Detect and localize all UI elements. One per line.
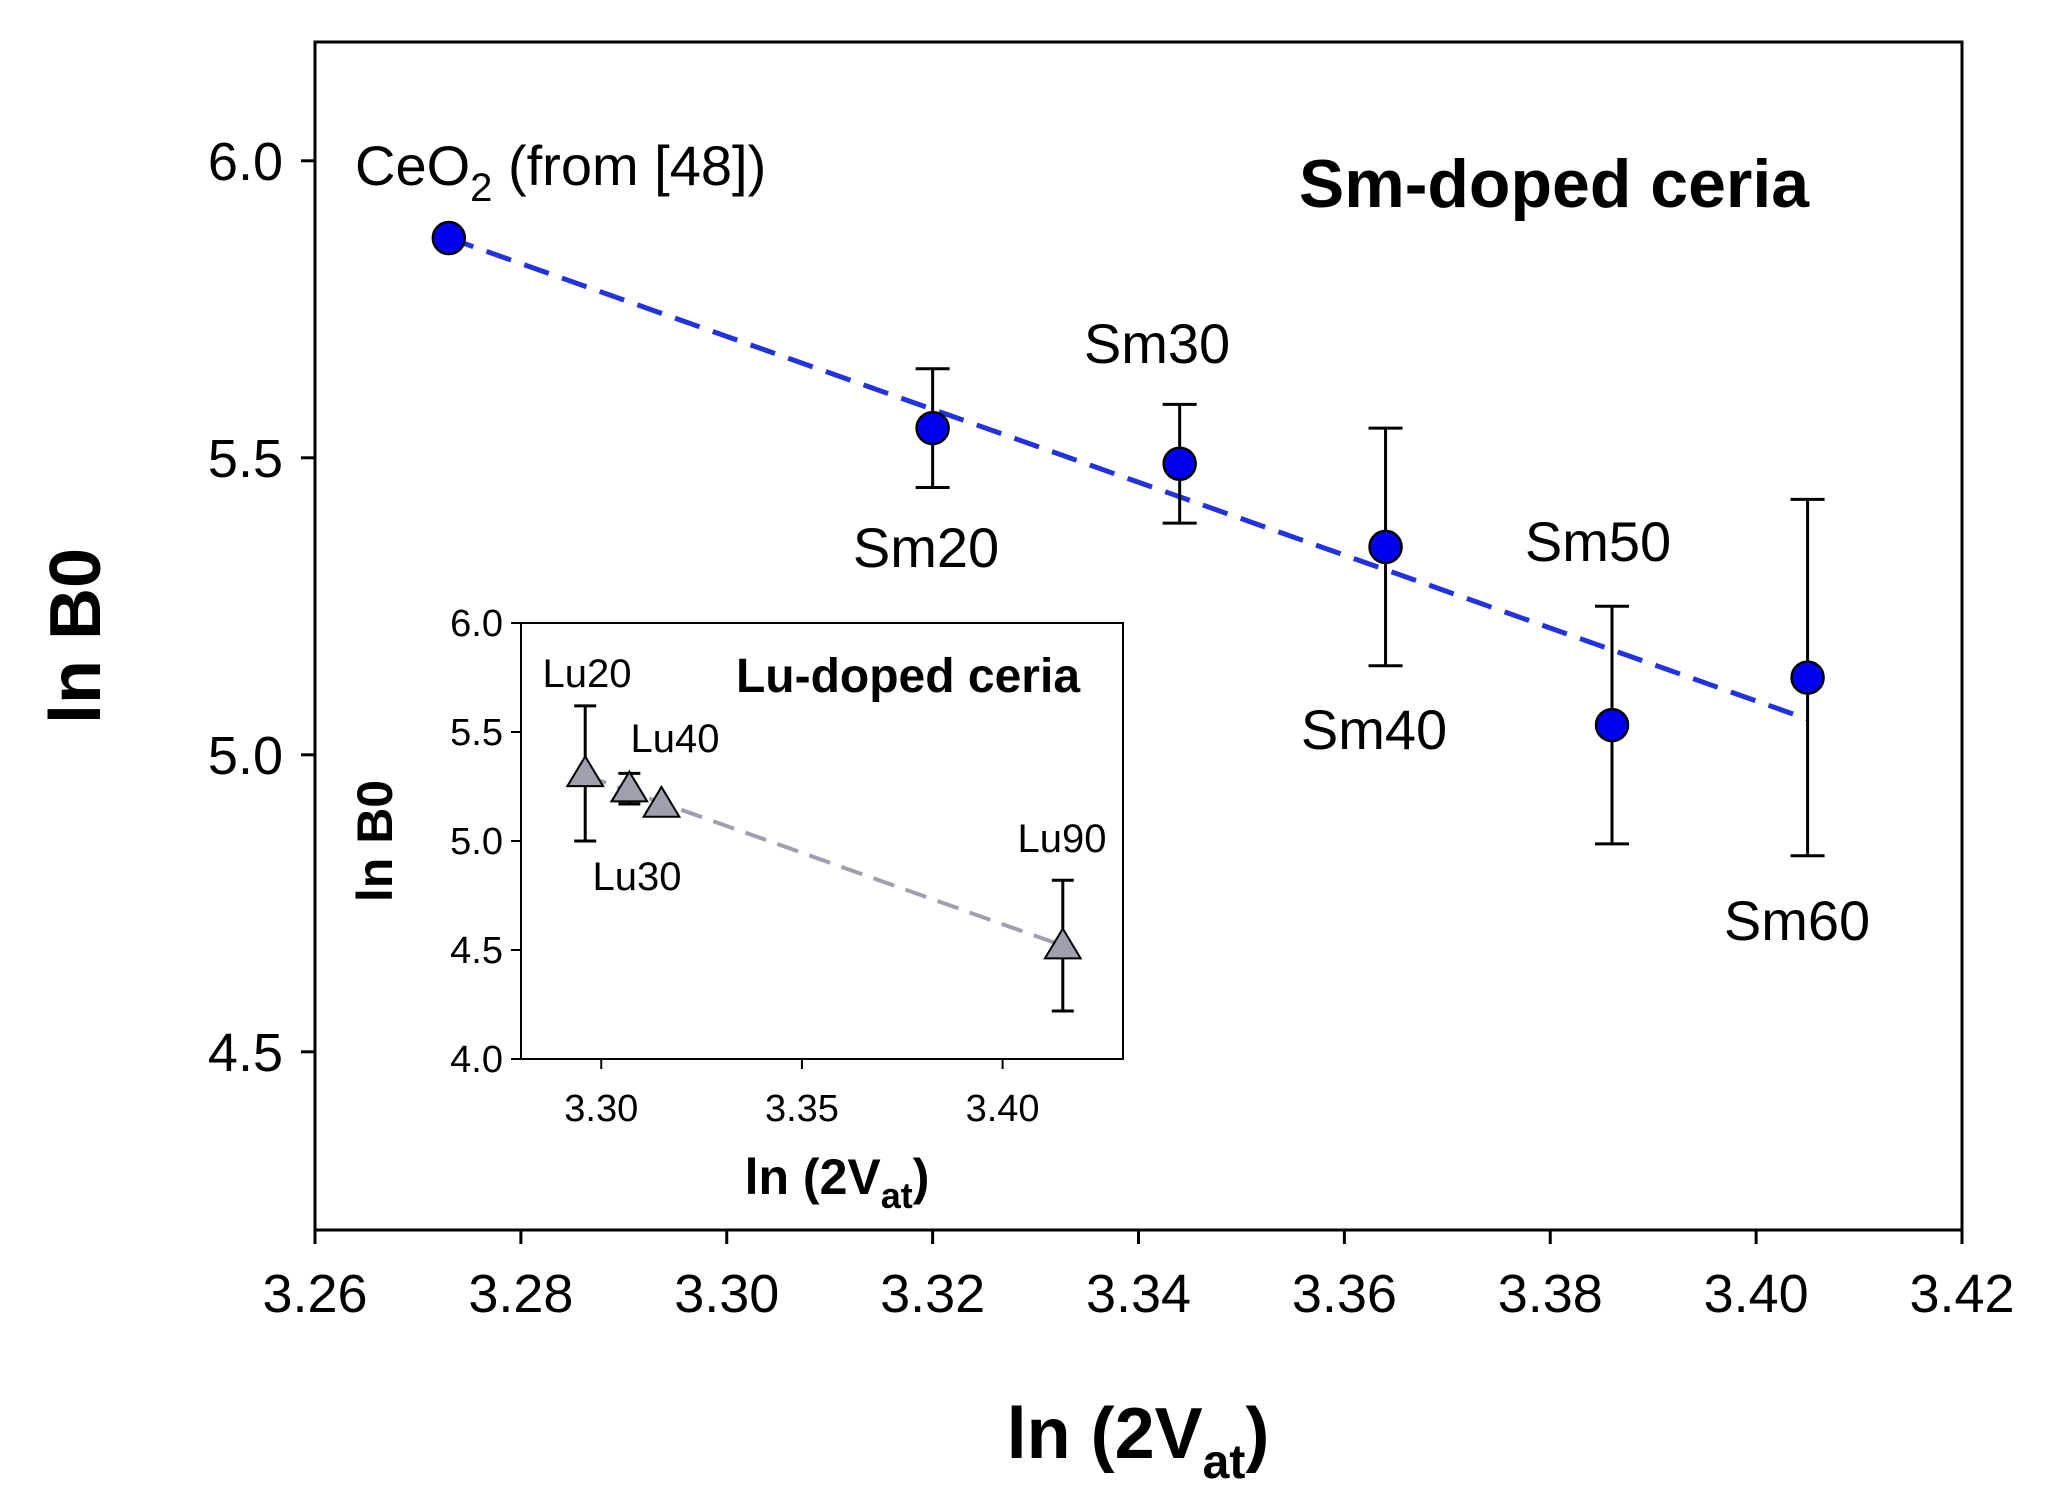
label-sm50: Sm50 — [1525, 510, 1671, 573]
data-point-sm30 — [1162, 446, 1197, 481]
data-point-lu40 — [609, 769, 649, 803]
inset-x-axis-label-close: ) — [913, 1149, 930, 1205]
inset-chart: 3.30 3.35 3.40 4.0 4.5 5.0 5.5 6.0 Lu-doped ce… — [347, 603, 1124, 1216]
y-tick-label: 5.5 — [208, 429, 283, 489]
label-sm20: Sm20 — [853, 516, 999, 579]
label-ceo2-suffix: (from [48]) — [492, 134, 766, 197]
data-point-sm20 — [915, 410, 950, 446]
inset-data-points — [565, 704, 1083, 1013]
main-y-ticks: 4.5 5.0 5.5 6.0 — [208, 132, 315, 1083]
data-point-sm40 — [1368, 529, 1403, 565]
label-lu20: Lu20 — [543, 652, 632, 696]
inset-y-axis-label-text: ln B — [347, 808, 403, 902]
main-y-axis-label-text: ln B — [36, 588, 116, 724]
label-sm40: Sm40 — [1301, 698, 1447, 761]
x-tick-label: 3.42 — [1909, 1264, 2014, 1324]
label-ceo2: CeO2 (from [48]) — [355, 134, 766, 210]
data-point-lu90 — [1043, 926, 1083, 960]
label-sm60: Sm60 — [1724, 889, 1870, 952]
data-point-lu20 — [565, 754, 605, 788]
x-tick-label: 3.35 — [765, 1088, 839, 1130]
label-sm30: Sm30 — [1084, 312, 1230, 375]
inset-x-axis-label: ln (2Vat) — [745, 1149, 930, 1216]
y-tick-label: 5.0 — [450, 821, 503, 863]
main-y-axis-label: ln B0 — [36, 548, 116, 724]
inset-y-axis-label: ln B0 — [347, 780, 403, 902]
main-x-axis-label: ln (2Vat) — [1007, 1394, 1270, 1489]
main-x-axis-label-text: ln (2V — [1007, 1394, 1203, 1474]
y-tick-label: 6.0 — [208, 132, 283, 192]
y-tick-label: 4.5 — [450, 930, 503, 972]
main-x-axis-label-sub: at — [1203, 1436, 1246, 1489]
x-tick-label: 3.36 — [1292, 1264, 1397, 1324]
label-ceo2-sub: 2 — [470, 166, 492, 210]
x-tick-label: 3.38 — [1498, 1264, 1603, 1324]
x-tick-label: 3.30 — [674, 1264, 779, 1324]
inset-x-ticks: 3.30 3.35 3.40 — [564, 1059, 1040, 1130]
data-point-sm50 — [1594, 707, 1630, 743]
inset-x-axis-label-sub: at — [881, 1175, 913, 1216]
y-tick-label: 6.0 — [450, 603, 503, 645]
x-tick-label: 3.26 — [262, 1264, 367, 1324]
y-tick-label: 5.5 — [450, 712, 503, 754]
main-data-points — [431, 220, 1825, 858]
data-point-sm60 — [1790, 660, 1825, 695]
data-point-lu30 — [641, 784, 682, 818]
x-tick-label: 3.28 — [468, 1264, 573, 1324]
inset-chart-title: Lu-doped ceria — [736, 650, 1080, 703]
x-tick-label: 3.34 — [1086, 1264, 1191, 1324]
label-lu90: Lu90 — [1018, 817, 1107, 861]
label-lu30: Lu30 — [593, 855, 682, 899]
y-tick-label: 5.0 — [208, 726, 283, 786]
x-tick-label: 3.32 — [880, 1264, 985, 1324]
x-tick-label: 3.30 — [564, 1088, 638, 1130]
data-point-ceo — [431, 220, 467, 256]
y-tick-label: 4.5 — [208, 1023, 283, 1083]
main-chart-title: Sm-doped ceria — [1299, 146, 1810, 222]
y-tick-label: 4.0 — [450, 1039, 503, 1081]
main-x-axis-label-close: ) — [1245, 1394, 1269, 1474]
main-y-axis-label-sub: 0 — [36, 548, 116, 588]
label-ceo2-text: CeO — [355, 134, 470, 197]
main-fit-line — [447, 235, 1809, 722]
main-x-ticks: 3.26 3.28 3.30 3.32 3.34 3.36 3.38 3.40 3.42 — [262, 1230, 2015, 1324]
inset-y-ticks: 4.0 4.5 5.0 5.5 6.0 — [450, 603, 521, 1081]
x-tick-label: 3.40 — [1704, 1264, 1809, 1324]
x-tick-label: 3.40 — [966, 1088, 1040, 1130]
label-lu40: Lu40 — [631, 717, 720, 761]
inset-x-axis-label-text: ln (2V — [745, 1149, 882, 1205]
inset-plot-frame — [520, 622, 1124, 1060]
inset-y-axis-label-sub: 0 — [347, 780, 403, 808]
